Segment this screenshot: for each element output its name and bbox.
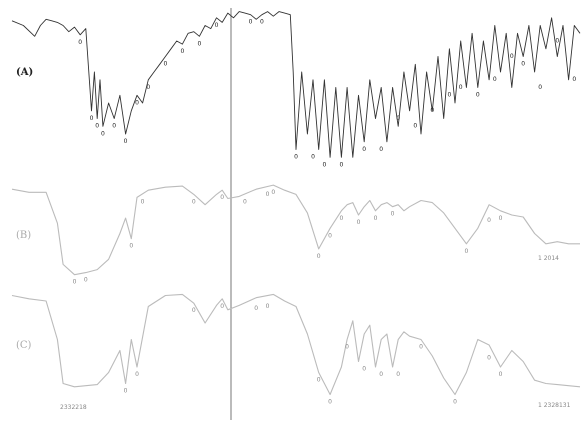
peak-marker: 0 [572,76,576,83]
peak-marker: 0 [374,215,378,222]
peak-marker: 0 [192,307,196,314]
peak-marker: 0 [510,53,514,60]
peak-marker: 0 [254,305,258,312]
spectrum-line-3 [11,293,581,396]
panel-c-left-text: 2332218 [60,404,87,411]
peak-marker: 0 [396,371,400,378]
peak-marker: 0 [124,388,128,395]
peak-marker: 0 [328,232,332,239]
peak-marker: 0 [476,92,480,99]
peak-marker: 0 [396,115,400,122]
peak-marker: 0 [90,115,94,122]
peak-marker: 0 [124,138,128,145]
peak-marker: 0 [447,92,451,99]
peak-marker: 0 [163,61,167,68]
peak-marker: 0 [339,215,343,222]
peak-marker: 0 [95,123,99,130]
peak-marker: 0 [311,154,315,161]
peak-marker: 0 [362,366,366,373]
peak-marker: 0 [271,189,275,196]
peak-marker: 0 [521,61,525,68]
peak-marker: 0 [112,123,116,130]
peak-marker: 0 [180,48,184,55]
peak-marker: 0 [345,344,349,351]
peak-marker: 0 [413,123,417,130]
peak-marker: 0 [487,355,491,362]
peak-marker: 0 [220,194,224,201]
peak-marker: 0 [294,154,298,161]
peak-marker: 0 [487,217,491,224]
peak-marker: 0 [260,19,264,26]
peak-marker: 0 [499,215,503,222]
peak-marker: 0 [215,22,219,29]
peak-marker: 0 [379,371,383,378]
peak-marker: 0 [317,377,321,384]
peak-marker: 0 [538,84,542,91]
peak-marker: 0 [135,99,139,106]
peak-marker: 0 [266,191,270,198]
peak-marker: 0 [379,146,383,153]
peak-marker: 0 [317,253,321,260]
spectrum-line-2 [11,184,580,276]
panel-label-b: (B) [16,230,32,241]
peak-marker: 0 [141,198,145,205]
peak-marker: 0 [464,248,468,255]
peak-marker: 0 [357,219,361,226]
peak-marker: 0 [146,84,150,91]
peak-marker: 0 [220,303,224,310]
peak-marker: 0 [499,371,503,378]
panel-label-a: (A) [16,67,34,78]
peak-marker: 0 [266,303,270,310]
peak-marker: 0 [493,76,497,83]
peak-marker: 0 [101,130,105,137]
peak-marker: 0 [339,161,343,168]
panel-b-corner-text: 1 2014 [538,255,559,262]
peak-marker: 0 [555,37,559,44]
peak-marker: 0 [391,211,395,218]
peak-marker: 0 [135,371,139,378]
panel-label-c: (C) [16,340,32,351]
peak-marker: 0 [453,399,457,406]
peak-marker: 0 [328,399,332,406]
spectrum-line-1 [11,11,581,158]
peak-marker: 0 [129,243,133,250]
panel-c-right-text: 1 2328131 [538,402,571,409]
peak-marker: 0 [322,161,326,168]
peak-marker: 0 [197,40,201,47]
peak-marker: 0 [362,146,366,153]
peak-marker: 0 [459,84,463,91]
peak-marker: 0 [192,198,196,205]
peak-marker: 0 [73,279,77,286]
peak-marker: 0 [430,107,434,114]
peak-marker: 0 [78,39,82,46]
peak-marker: 0 [249,19,253,26]
peak-marker: 0 [243,198,247,205]
peak-marker: 0 [84,277,88,284]
peak-marker: 0 [419,344,423,351]
